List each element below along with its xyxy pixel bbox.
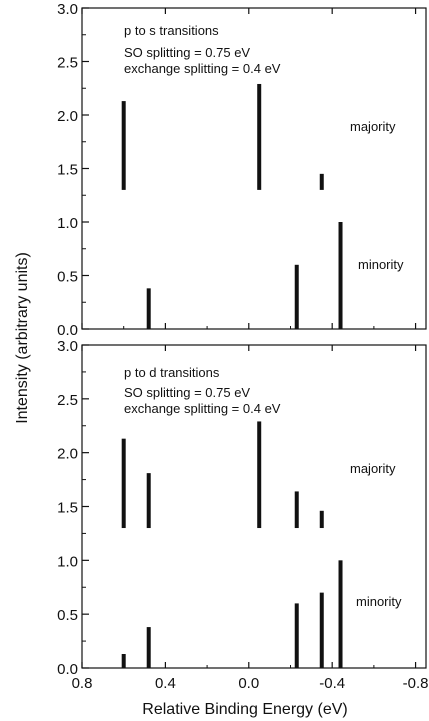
top-majority-bar: [121, 101, 126, 190]
x-tick-label: -0.8: [403, 675, 429, 692]
top-majority-bar: [257, 83, 262, 190]
bottom-minority-bar: [319, 592, 324, 668]
bottom-y-tick-label: 1.0: [57, 553, 78, 570]
bottom-majority-label: majority: [350, 461, 396, 476]
top-y-tick-label: 2.0: [57, 108, 78, 125]
bottom-minority-bar: [338, 560, 343, 668]
y-axis-title: Intensity (arbitrary units): [14, 252, 31, 424]
bottom-annotation-line-1: p to d transitions: [124, 365, 220, 380]
bottom-majority-bar: [257, 421, 262, 529]
bottom-y-tick-label: 0.0: [57, 661, 78, 678]
top-y-tick-label: 1.5: [57, 162, 78, 179]
bottom-y-tick-label: 2.0: [57, 446, 78, 463]
top-annotation-line-1: p to s transitions: [124, 23, 219, 38]
bottom-y-tick-label: 2.5: [57, 392, 78, 409]
top-y-tick-label: 3.0: [57, 1, 78, 18]
top-annotation-line-3: exchange splitting = 0.4 eV: [124, 61, 281, 76]
top-majority-label: majority: [350, 119, 396, 134]
top-minority-label: minority: [358, 257, 404, 272]
bottom-majority-bar: [319, 510, 324, 529]
bottom-y-tick-label: 0.5: [57, 607, 78, 624]
bottom-annotation-line-2: SO splitting = 0.75 eV: [124, 385, 250, 400]
bottom-minority-bar: [294, 603, 299, 668]
bottom-majority-bar: [121, 438, 126, 529]
bottom-annotation-line-3: exchange splitting = 0.4 eV: [124, 401, 281, 416]
x-tick-label: 0.8: [72, 675, 93, 692]
top-minority-bar: [338, 222, 343, 329]
bottom-majority-bar: [294, 491, 299, 529]
x-tick-label: 0.4: [155, 675, 176, 692]
x-tick-label: 0.0: [238, 675, 259, 692]
bottom-majority-bar: [146, 473, 151, 529]
bottom-minority-bar: [146, 627, 151, 668]
top-minority-bar: [294, 264, 299, 329]
top-annotation-line-2: SO splitting = 0.75 eV: [124, 45, 250, 60]
top-y-tick-label: 1.0: [57, 215, 78, 232]
x-tick-label: -0.4: [319, 675, 345, 692]
bottom-y-tick-label: 1.5: [57, 500, 78, 517]
top-majority-bar: [319, 173, 324, 190]
bottom-minority-bar: [121, 654, 126, 668]
top-y-tick-label: 0.0: [57, 322, 78, 339]
bottom-minority-label: minority: [356, 594, 402, 609]
top-minority-bar: [146, 288, 151, 329]
top-y-tick-label: 0.5: [57, 269, 78, 286]
x-axis-title: Relative Binding Energy (eV): [142, 701, 347, 718]
top-y-tick-label: 2.5: [57, 55, 78, 72]
bottom-y-tick-label: 3.0: [57, 338, 78, 355]
